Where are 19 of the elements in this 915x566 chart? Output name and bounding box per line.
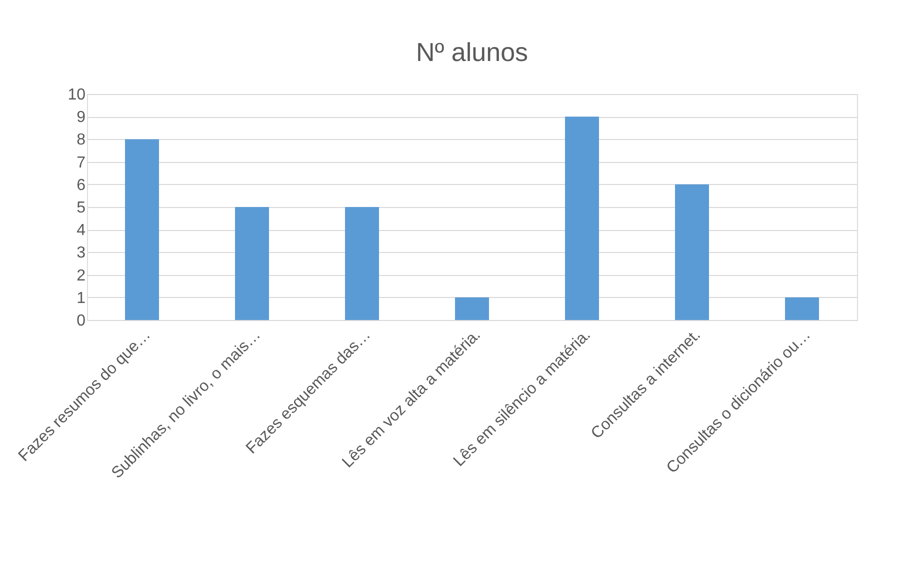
- y-tick-label: 9: [76, 109, 86, 126]
- bar: [675, 184, 709, 320]
- bar: [565, 116, 599, 320]
- y-tick-label: 0: [76, 312, 86, 330]
- y-tick-label: 6: [76, 176, 86, 194]
- bar: [125, 139, 159, 320]
- y-tick-label: 5: [76, 200, 86, 216]
- y-tick-label: 7: [76, 154, 86, 172]
- y-tick-label: 4: [76, 222, 86, 240]
- chart-title: Nº alunos: [416, 37, 528, 67]
- y-tick-label: 10: [68, 86, 86, 104]
- bar: [455, 297, 489, 320]
- y-tick-label: 1: [76, 290, 86, 307]
- bar: [345, 207, 379, 320]
- bar: [235, 207, 269, 320]
- y-tick-label: 2: [76, 267, 86, 284]
- y-tick-label: 8: [76, 132, 86, 149]
- y-tick-label: 3: [76, 244, 86, 262]
- bar: [785, 297, 819, 320]
